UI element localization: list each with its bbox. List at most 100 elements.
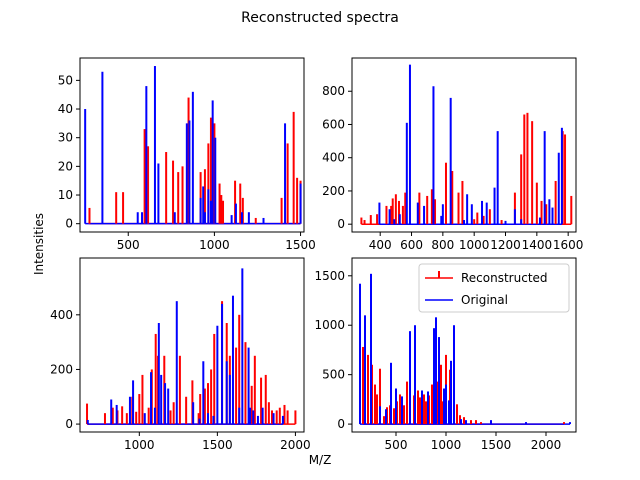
original-bar — [214, 137, 217, 224]
reconstructed-bar — [425, 401, 427, 425]
y-tick-label: 800 — [322, 84, 345, 98]
original-bar — [359, 283, 361, 425]
reconstructed-bar — [135, 411, 138, 425]
reconstructed-bar — [154, 333, 157, 425]
reconstructed-bar — [403, 405, 405, 425]
figure-xlabel: M/Z — [309, 453, 332, 467]
original-bar — [481, 200, 484, 225]
original-bar — [164, 383, 167, 425]
original-bar — [460, 419, 462, 425]
original-bar — [416, 202, 419, 225]
reconstructed-bar — [185, 396, 188, 425]
reconstructed-bar — [280, 197, 283, 224]
reconstructed-bar — [278, 407, 281, 425]
original-bar — [440, 215, 443, 225]
y-tick-label: 400 — [322, 151, 345, 165]
original-bar — [199, 197, 202, 224]
x-tick-label: 1000 — [459, 238, 490, 252]
original-bar — [438, 337, 440, 425]
original-bar — [449, 97, 452, 225]
original-bar — [435, 317, 437, 425]
original-bar — [262, 217, 265, 224]
original-bar — [249, 407, 252, 425]
reconstructed-bar — [218, 183, 221, 224]
reconstructed-bar — [554, 180, 557, 225]
original-bar — [234, 203, 237, 224]
original-bar — [393, 219, 396, 225]
reconstructed-bar — [376, 214, 379, 225]
original-bar — [496, 131, 499, 225]
original-bar — [490, 420, 492, 425]
axes-frame — [79, 257, 305, 433]
subplot-4: 500 1000 1500 2000 0 500 1000 1500 Reconstructed… — [314, 257, 577, 452]
reconstructed-bar — [440, 364, 442, 425]
reconstructed-bar — [286, 143, 289, 224]
original-bar — [157, 323, 160, 425]
original-bar — [167, 388, 170, 425]
reconstructed-bar — [267, 402, 270, 425]
reconstructed-bar — [404, 192, 407, 225]
reconstructed-bar — [473, 219, 476, 225]
original-bar — [525, 422, 527, 425]
original-bar — [203, 212, 206, 224]
y-tick-label: 500 — [322, 368, 345, 382]
reconstructed-bar — [401, 205, 404, 225]
original-bar — [284, 123, 287, 224]
reconstructed-bar — [264, 374, 267, 425]
original-bar — [115, 404, 118, 425]
original-bar — [513, 209, 516, 225]
original-bar — [405, 122, 408, 225]
reconstructed-bar — [121, 406, 124, 425]
reconstructed-bar — [147, 146, 150, 224]
original-bar — [388, 209, 391, 225]
reconstructed-bar — [207, 143, 210, 224]
reconstructed-bar — [275, 410, 278, 425]
reconstructed-bar — [250, 385, 253, 425]
y-tick-label: 600 — [322, 117, 345, 131]
y-tick-label: 1500 — [314, 269, 345, 283]
original-bar — [153, 66, 156, 224]
reconstructed-bar — [391, 198, 394, 225]
original-bar — [185, 123, 188, 224]
x-tick-label: 1000 — [431, 438, 462, 452]
legend-label: Original — [461, 293, 508, 307]
original-bar — [143, 413, 146, 425]
original-bar — [408, 64, 411, 225]
reconstructed-bar — [178, 355, 181, 425]
reconstructed-bar — [172, 160, 175, 224]
reconstructed-bar — [570, 195, 573, 225]
reconstructed-bar — [296, 177, 299, 224]
reconstructed-bar — [406, 381, 408, 425]
original-bar — [173, 212, 176, 224]
original-bar — [160, 374, 163, 425]
original-bar — [101, 71, 104, 224]
reconstructed-bar — [363, 220, 366, 225]
original-bar — [281, 415, 284, 425]
original-bar — [136, 212, 139, 224]
reconstructed-bar — [500, 220, 503, 225]
original-bar — [247, 212, 250, 224]
original-bar — [202, 186, 205, 224]
reconstructed-bar — [147, 407, 150, 425]
original-bar — [390, 362, 392, 425]
reconstructed-bar — [535, 182, 538, 225]
reconstructed-bar — [260, 377, 263, 425]
legend-label: Reconstructed — [461, 271, 548, 285]
reconstructed-bar — [376, 394, 378, 425]
subplot-2: 400 600 800 1000 1200 1400 1600 0 200 400 600 800 — [322, 57, 583, 252]
y-tick-label: 50 — [58, 73, 73, 87]
reconstructed-bar — [461, 180, 464, 225]
original-bar — [548, 199, 551, 225]
y-tick-label: 400 — [50, 308, 73, 322]
x-tick-label: 2000 — [280, 438, 311, 452]
reconstructed-bar — [434, 199, 437, 225]
reconstructed-bar — [431, 384, 433, 425]
reconstructed-bar — [86, 403, 89, 425]
original-bar — [493, 187, 496, 225]
reconstructed-bar — [390, 205, 393, 225]
original-bar — [192, 402, 195, 425]
reconstructed-bar — [283, 404, 286, 425]
original-bar — [441, 204, 444, 225]
reconstructed-bar — [103, 413, 106, 425]
